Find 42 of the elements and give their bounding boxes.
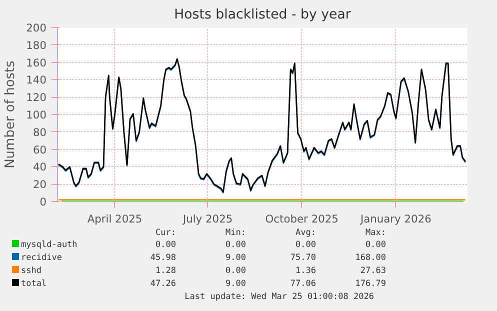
text: 0.00 (224, 239, 247, 252)
y-tick-label: 120 (26, 91, 47, 104)
text: 77.06 (289, 278, 317, 291)
text: Avg: (294, 228, 317, 239)
y-tick-label: 0 (40, 196, 47, 208)
legend-label: recidive (20, 252, 63, 265)
text: 27.63 (359, 265, 387, 278)
text: Last update: Wed Mar 25 01:00:08 2026 (184, 291, 375, 304)
text: 0.00 (154, 239, 177, 252)
x-tick-label: January 2026 (359, 212, 432, 226)
y-tick-label: 200 (26, 22, 47, 34)
y-tick-label: 20 (32, 178, 47, 192)
text: 1.28 (154, 265, 177, 278)
y-tick-label: 40 (32, 160, 47, 174)
text: 9.00 (224, 252, 247, 265)
x-tick-label: October 2025 (265, 212, 338, 226)
y-tick-label: 80 (32, 126, 47, 139)
text: 75.70 (289, 252, 317, 265)
y-tick-label: 140 (26, 74, 47, 87)
text: 176.79 (354, 278, 387, 291)
text: 47.26 (149, 278, 177, 291)
chart-title: Hosts blacklisted - by year (174, 8, 352, 22)
legend-label: mysqld-auth (20, 239, 78, 252)
text: 168.00 (354, 252, 387, 265)
x-tick-label: April 2025 (87, 212, 142, 226)
text: 9.00 (224, 278, 247, 291)
text: Max: (364, 228, 387, 239)
text: Cur: (154, 228, 177, 239)
legend-label: total (20, 278, 48, 291)
y-tick-label: 100 (26, 108, 47, 122)
x-tick-label: July 2025 (182, 212, 233, 226)
y-tick-label: 160 (26, 56, 47, 70)
text: 0.00 (364, 239, 387, 252)
y-axis-title: Number of hosts (3, 60, 18, 168)
y-tick-label: 60 (32, 143, 47, 156)
legend-label: sshd (20, 265, 42, 278)
text: 45.98 (149, 252, 177, 265)
text: Min: (224, 228, 247, 239)
y-tick-label: 180 (26, 38, 47, 52)
text: 1.36 (294, 265, 317, 278)
text: 0.00 (294, 239, 317, 252)
text: 0.00 (224, 265, 247, 278)
